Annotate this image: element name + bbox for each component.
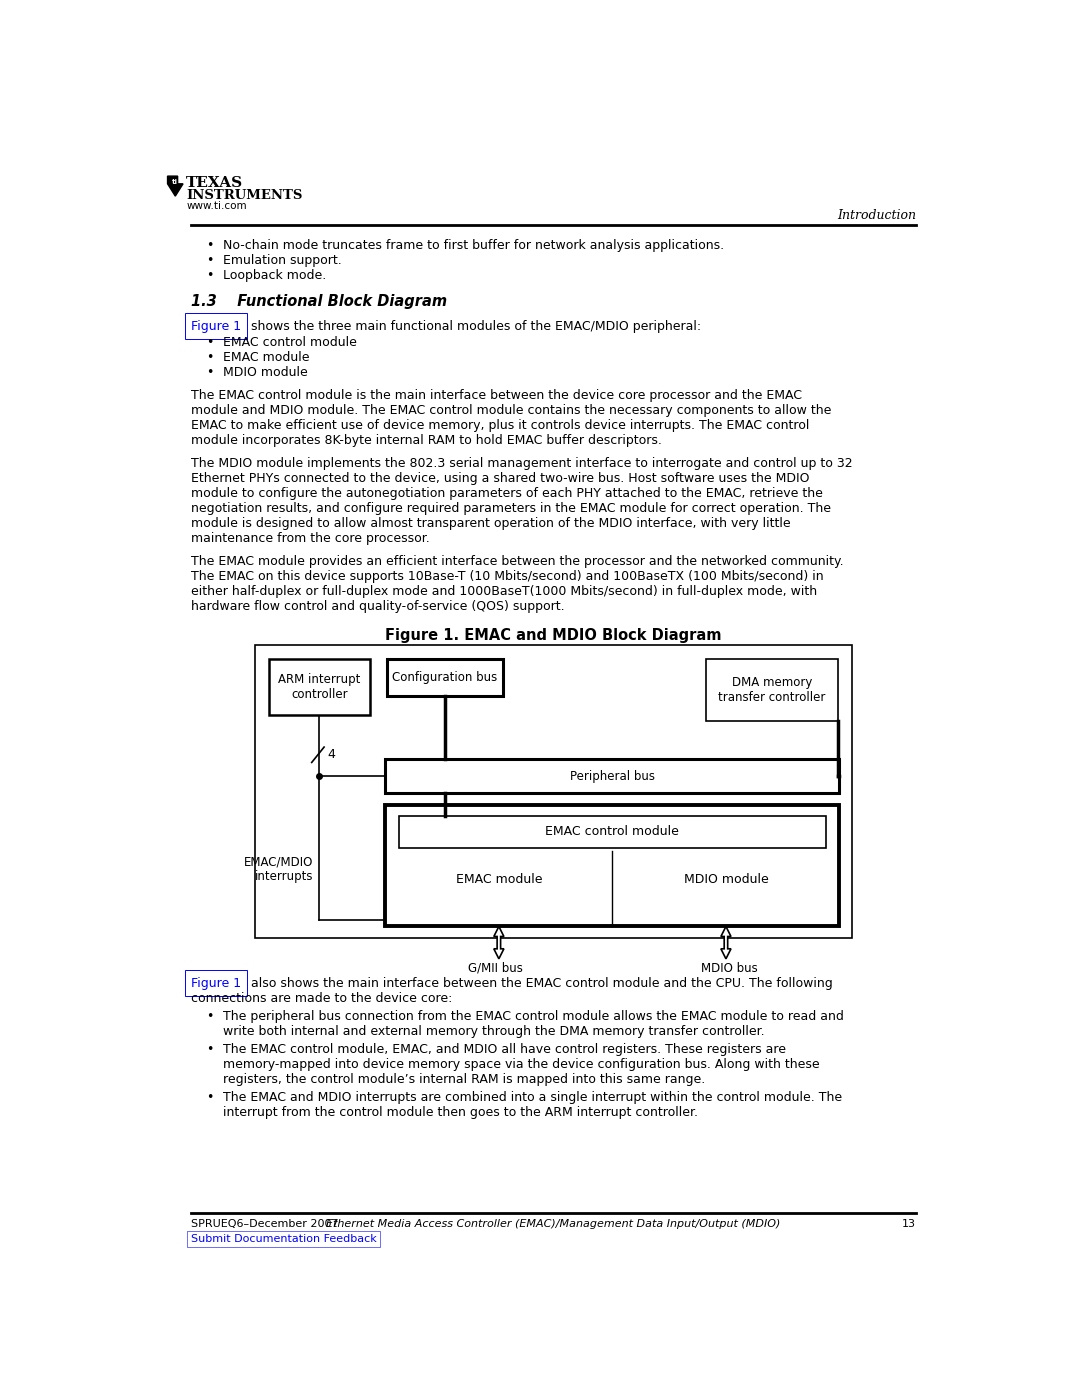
- Text: SPRUEQ6–December 2007: SPRUEQ6–December 2007: [191, 1218, 338, 1229]
- Text: EMAC control module: EMAC control module: [545, 826, 679, 838]
- Text: EMAC/MDIO
interrupts: EMAC/MDIO interrupts: [244, 855, 313, 883]
- Text: connections are made to the device core:: connections are made to the device core:: [191, 992, 453, 1004]
- Bar: [706, 659, 838, 721]
- Text: MDIO bus: MDIO bus: [701, 963, 758, 975]
- Text: DMA memory
transfer controller: DMA memory transfer controller: [718, 676, 826, 704]
- Text: •: •: [206, 351, 214, 365]
- Text: The EMAC on this device supports 10Base-T (10 Mbits/second) and 100BaseTX (100 M: The EMAC on this device supports 10Base-…: [191, 570, 823, 583]
- Text: Figure 1. EMAC and MDIO Block Diagram: Figure 1. EMAC and MDIO Block Diagram: [386, 629, 721, 644]
- Text: •: •: [206, 270, 214, 282]
- Text: TEXAS: TEXAS: [186, 176, 243, 190]
- Text: Figure 1: Figure 1: [191, 977, 241, 989]
- Text: The MDIO module implements the 802.3 serial management interface to interrogate : The MDIO module implements the 802.3 ser…: [191, 457, 852, 469]
- Text: shows the three main functional modules of the EMAC/MDIO peripheral:: shows the three main functional modules …: [246, 320, 701, 332]
- Bar: [255, 645, 852, 937]
- Text: write both internal and external memory through the DMA memory transfer controll: write both internal and external memory …: [224, 1024, 765, 1038]
- Text: memory-mapped into device memory space via the device configuration bus. Along w: memory-mapped into device memory space v…: [224, 1058, 820, 1070]
- Text: EMAC to make efficient use of device memory, plus it controls device interrupts.: EMAC to make efficient use of device mem…: [191, 419, 809, 432]
- Text: www.ti.com: www.ti.com: [186, 201, 246, 211]
- Text: 4: 4: [327, 749, 335, 761]
- Bar: [269, 659, 369, 715]
- Text: registers, the control module’s internal RAM is mapped into this same range.: registers, the control module’s internal…: [224, 1073, 705, 1085]
- Bar: [386, 760, 839, 793]
- Text: G/MII bus: G/MII bus: [468, 963, 523, 975]
- Text: •: •: [206, 1042, 214, 1056]
- Polygon shape: [494, 926, 504, 958]
- Text: •: •: [206, 1010, 214, 1023]
- Text: The EMAC module provides an efficient interface between the processor and the ne: The EMAC module provides an efficient in…: [191, 555, 843, 567]
- Text: either half-duplex or full-duplex mode and 1000BaseT(1000 Mbits/second) in full-: either half-duplex or full-duplex mode a…: [191, 584, 816, 598]
- Text: maintenance from the core processor.: maintenance from the core processor.: [191, 532, 430, 545]
- Polygon shape: [721, 926, 731, 958]
- Text: •: •: [206, 1091, 214, 1104]
- Text: ti: ti: [172, 179, 177, 184]
- Text: MDIO module: MDIO module: [224, 366, 308, 380]
- Text: Introduction: Introduction: [837, 210, 916, 222]
- Text: ARM interrupt
controller: ARM interrupt controller: [279, 673, 361, 701]
- Bar: [386, 805, 839, 926]
- Text: No-chain mode truncates frame to first buffer for network analysis applications.: No-chain mode truncates frame to first b…: [224, 239, 725, 253]
- Text: EMAC module: EMAC module: [456, 873, 542, 886]
- Bar: [400, 816, 825, 848]
- Text: •: •: [206, 337, 214, 349]
- Text: module to configure the autonegotiation parameters of each PHY attached to the E: module to configure the autonegotiation …: [191, 486, 823, 500]
- Text: •: •: [206, 239, 214, 253]
- Text: also shows the main interface between the EMAC control module and the CPU. The f: also shows the main interface between th…: [246, 977, 833, 989]
- Text: •: •: [206, 366, 214, 380]
- Text: The peripheral bus connection from the EMAC control module allows the EMAC modul: The peripheral bus connection from the E…: [224, 1010, 845, 1023]
- Text: Submit Documentation Feedback: Submit Documentation Feedback: [191, 1234, 377, 1245]
- Text: 1.3    Functional Block Diagram: 1.3 Functional Block Diagram: [191, 293, 447, 309]
- Text: interrupt from the control module then goes to the ARM interrupt controller.: interrupt from the control module then g…: [224, 1106, 699, 1119]
- Text: EMAC control module: EMAC control module: [224, 337, 357, 349]
- Text: Peripheral bus: Peripheral bus: [570, 770, 654, 782]
- Polygon shape: [167, 176, 183, 196]
- Text: MDIO module: MDIO module: [684, 873, 768, 886]
- Text: 13: 13: [902, 1218, 916, 1229]
- Text: The EMAC control module is the main interface between the device core processor : The EMAC control module is the main inte…: [191, 388, 801, 402]
- Bar: [387, 659, 503, 696]
- Text: module is designed to allow almost transparent operation of the MDIO interface, : module is designed to allow almost trans…: [191, 517, 791, 529]
- Text: INSTRUMENTS: INSTRUMENTS: [186, 189, 302, 203]
- Text: EMAC module: EMAC module: [224, 351, 310, 365]
- Text: hardware flow control and quality-of-service (QOS) support.: hardware flow control and quality-of-ser…: [191, 599, 565, 613]
- Text: Ethernet PHYs connected to the device, using a shared two-wire bus. Host softwar: Ethernet PHYs connected to the device, u…: [191, 472, 809, 485]
- Text: Emulation support.: Emulation support.: [224, 254, 342, 267]
- Text: Ethernet Media Access Controller (EMAC)/Management Data Input/Output (MDIO): Ethernet Media Access Controller (EMAC)/…: [326, 1218, 781, 1229]
- Text: The EMAC control module, EMAC, and MDIO all have control registers. These regist: The EMAC control module, EMAC, and MDIO …: [224, 1042, 786, 1056]
- Text: Loopback mode.: Loopback mode.: [224, 270, 326, 282]
- Text: module incorporates 8K-byte internal RAM to hold EMAC buffer descriptors.: module incorporates 8K-byte internal RAM…: [191, 434, 662, 447]
- Text: module and MDIO module. The EMAC control module contains the necessary component: module and MDIO module. The EMAC control…: [191, 404, 832, 418]
- Text: Configuration bus: Configuration bus: [392, 672, 498, 685]
- Text: •: •: [206, 254, 214, 267]
- Text: Figure 1: Figure 1: [191, 320, 241, 332]
- Text: negotiation results, and configure required parameters in the EMAC module for co: negotiation results, and configure requi…: [191, 502, 831, 515]
- Text: The EMAC and MDIO interrupts are combined into a single interrupt within the con: The EMAC and MDIO interrupts are combine…: [224, 1091, 842, 1104]
